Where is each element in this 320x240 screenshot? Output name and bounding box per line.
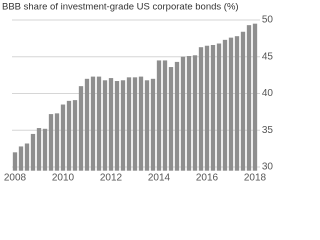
bar — [108, 78, 114, 171]
bar — [150, 78, 156, 171]
x-tick-label: 2014 — [148, 173, 171, 183]
bar — [186, 56, 192, 171]
bar — [54, 113, 60, 171]
bar — [30, 133, 36, 171]
bar — [66, 100, 72, 171]
bar — [60, 104, 66, 171]
bar — [162, 60, 168, 171]
bar — [24, 143, 30, 171]
y-tick-label: 35 — [262, 125, 274, 136]
y-tick-label: 45 — [262, 51, 274, 62]
x-tick-label: 2016 — [196, 173, 219, 183]
bar — [192, 55, 198, 171]
bar — [204, 45, 210, 171]
y-tick-label: 30 — [262, 162, 274, 173]
bar — [222, 39, 228, 171]
bar — [234, 36, 240, 171]
y-tick-label: 40 — [262, 88, 274, 99]
bar — [168, 67, 174, 171]
bar — [102, 80, 108, 171]
bar — [252, 23, 258, 171]
bar — [240, 31, 246, 171]
chart: BBB share of investment-grade US corpora… — [2, 2, 274, 183]
bar — [18, 146, 24, 171]
bar — [216, 43, 222, 171]
bar — [84, 78, 90, 171]
x-tick-label: 2008 — [4, 173, 27, 183]
bar — [198, 47, 204, 171]
bar — [126, 77, 132, 171]
bar — [156, 60, 162, 171]
bar — [48, 114, 54, 171]
bar — [96, 76, 102, 171]
bar — [210, 44, 216, 171]
bar — [174, 61, 180, 171]
bar — [42, 128, 48, 171]
page: BBB share of investment-grade US corpora… — [2, 1, 274, 183]
bar — [144, 80, 150, 171]
chart-title: BBB share of investment-grade US corpora… — [2, 2, 239, 13]
x-tick-label: 2010 — [52, 173, 75, 183]
bar — [180, 56, 186, 171]
bar — [72, 100, 78, 171]
bar — [120, 80, 126, 171]
bar — [246, 25, 252, 171]
y-tick-label: 50 — [262, 15, 274, 26]
bar — [78, 86, 84, 171]
bar — [132, 77, 138, 171]
bar — [138, 76, 144, 171]
bar — [114, 81, 120, 171]
bar — [36, 128, 42, 171]
bar — [90, 76, 96, 171]
x-tick-label: 2018 — [244, 173, 267, 183]
bar — [12, 152, 18, 171]
bar — [228, 37, 234, 171]
x-tick-label: 2012 — [100, 173, 123, 183]
